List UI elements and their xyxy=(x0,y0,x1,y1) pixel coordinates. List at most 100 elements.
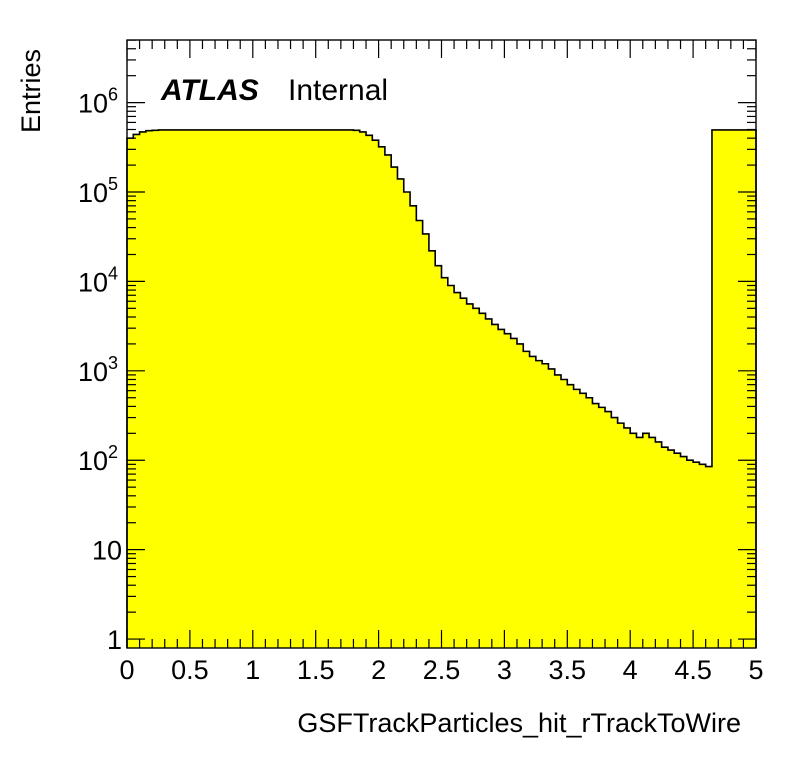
histogram-bin xyxy=(579,393,587,648)
histogram-bin xyxy=(127,138,134,648)
histogram-bin xyxy=(661,447,669,648)
histogram-bin xyxy=(233,129,241,649)
histogram-bin xyxy=(642,433,650,648)
histogram-bin xyxy=(699,464,707,648)
histogram-bin xyxy=(630,433,638,648)
y-axis-title: Entries xyxy=(16,49,46,133)
histogram-bin xyxy=(145,130,153,648)
x-tick-label: 4 xyxy=(623,655,638,685)
histogram-bin xyxy=(693,462,700,648)
histogram-bin xyxy=(208,129,216,649)
histogram-bin xyxy=(623,427,631,648)
histogram-bin xyxy=(428,250,436,648)
y-tick-label: 103 xyxy=(78,353,118,387)
histogram-bin xyxy=(598,407,606,648)
histogram-bin xyxy=(479,313,487,648)
x-tick-label: 4.5 xyxy=(674,655,712,685)
atlas-label: ATLAS Internal xyxy=(160,74,388,107)
histogram-bin xyxy=(133,134,141,648)
histogram-bin xyxy=(328,129,336,649)
histogram-bin xyxy=(724,129,732,649)
histogram-bin xyxy=(422,233,430,648)
histogram-bin xyxy=(309,129,317,649)
histogram-bin xyxy=(510,338,518,648)
histogram-bin xyxy=(466,303,474,648)
histogram-bin xyxy=(416,220,424,648)
x-tick-label: 5 xyxy=(748,655,763,685)
histogram-bin xyxy=(435,265,443,648)
atlas-label-internal: Internal xyxy=(288,74,388,107)
histogram-bin xyxy=(655,441,663,648)
histogram-bin xyxy=(529,356,537,648)
histogram-bin xyxy=(183,129,191,649)
histogram-bin xyxy=(605,411,612,648)
x-tick-label: 1.5 xyxy=(297,655,335,685)
histogram-bin xyxy=(485,318,493,648)
histogram-bin xyxy=(548,368,556,648)
histogram-bin xyxy=(164,129,172,649)
x-tick-label: 0.5 xyxy=(171,655,209,685)
histogram-bin xyxy=(177,129,185,649)
histogram-bin xyxy=(290,129,298,649)
histogram-bin xyxy=(353,130,361,649)
histogram-bin xyxy=(384,154,392,649)
histogram-bin xyxy=(680,456,688,648)
histogram-bin xyxy=(447,285,455,648)
histogram-bin xyxy=(284,129,292,649)
y-tick-label: 1 xyxy=(107,625,122,655)
histogram-bin xyxy=(259,129,266,649)
histogram-bin xyxy=(265,129,273,649)
x-tick-label: 3.5 xyxy=(549,655,587,685)
histogram-bin xyxy=(542,363,550,648)
histogram-bin xyxy=(315,129,323,649)
histogram-bin xyxy=(340,129,348,649)
histogram-bin xyxy=(246,129,254,649)
x-tick-labels: 0 0.5 1 1.5 2 2.5 3 3.5 4 4.5 5 xyxy=(119,655,763,685)
histogram-bin xyxy=(523,351,531,648)
histogram-bin xyxy=(592,403,600,648)
histogram-bin xyxy=(711,129,719,649)
y-tick-label: 10 xyxy=(92,536,122,566)
histogram-bin xyxy=(730,129,738,649)
histogram-bin xyxy=(617,423,625,648)
histogram-bin xyxy=(491,324,499,648)
histogram-bin xyxy=(196,129,204,649)
histogram-bin xyxy=(636,437,644,648)
histogram-bin xyxy=(705,466,713,648)
histogram-bin xyxy=(202,129,210,649)
x-tick-label: 0 xyxy=(119,655,134,685)
histogram-bin xyxy=(460,298,468,648)
histogram-bin xyxy=(686,460,694,648)
histogram-bin xyxy=(215,129,222,649)
y-tick-label: 106 xyxy=(78,85,118,119)
histogram-bin xyxy=(649,437,656,648)
histogram-bars xyxy=(127,129,757,649)
histogram-bin xyxy=(554,374,562,648)
y-tick-labels: 1 10 102 103 104 105 106 xyxy=(78,85,122,655)
histogram-bin xyxy=(611,417,619,648)
histogram-bin xyxy=(561,379,568,648)
histogram-bin xyxy=(454,292,461,648)
histogram-bin xyxy=(152,130,160,649)
histogram-bin xyxy=(221,129,229,649)
histogram-bin xyxy=(372,140,380,648)
y-tick-label: 102 xyxy=(78,442,118,476)
x-axis-title: GSFTrackParticles_hit_rTrackToWire xyxy=(297,708,741,738)
histogram-bin xyxy=(252,129,260,649)
histogram-bin xyxy=(586,397,594,648)
histogram-bin xyxy=(441,277,449,648)
x-tick-label: 1 xyxy=(245,655,260,685)
histogram-bin xyxy=(158,129,166,649)
x-tick-label: 3 xyxy=(497,655,512,685)
histogram-bin xyxy=(749,129,757,649)
y-tick-label: 104 xyxy=(78,263,118,297)
histogram-bin xyxy=(516,343,524,648)
histogram-outline xyxy=(126,129,757,648)
histogram-bin xyxy=(189,129,197,649)
histogram-bin xyxy=(347,129,355,649)
histogram-bin xyxy=(227,129,235,649)
histogram-bin xyxy=(334,129,342,649)
histogram-bin xyxy=(504,333,512,648)
histogram-bin xyxy=(472,308,480,648)
axis-ticks xyxy=(126,39,757,648)
